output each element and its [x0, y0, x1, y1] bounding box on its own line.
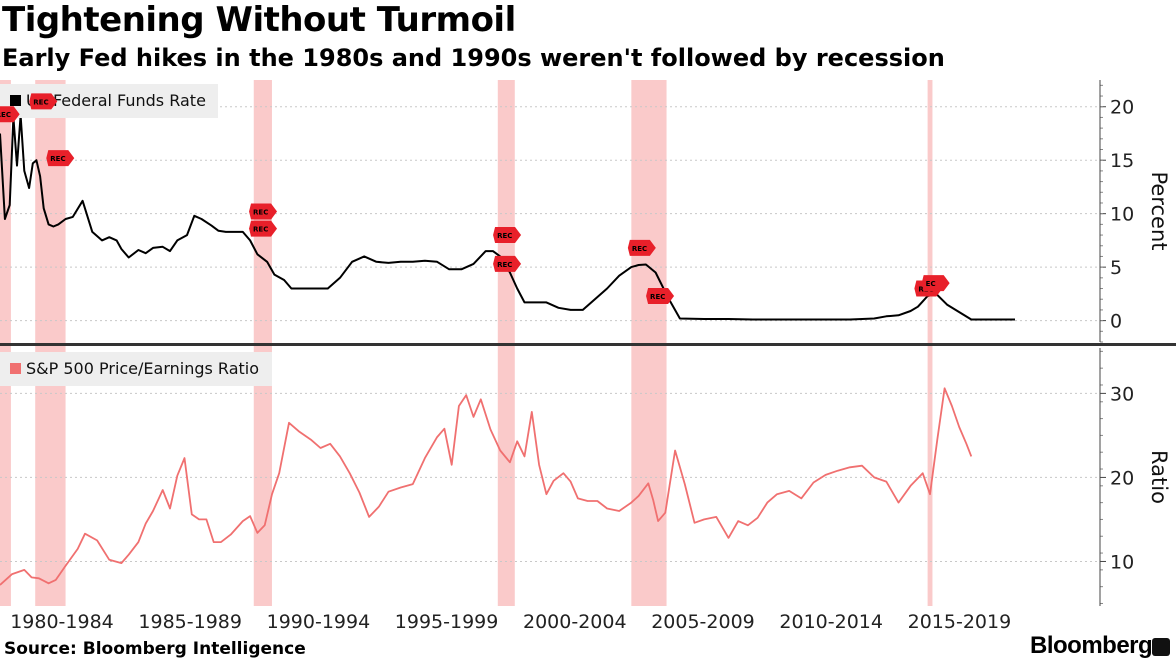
recession-marker: REC: [646, 288, 675, 305]
recession-marker: REC: [46, 150, 75, 167]
recession-marker: REC: [627, 239, 656, 256]
legend-swatch: [10, 95, 21, 106]
chart-title: Tightening Without Turmoil: [2, 0, 516, 40]
y-tick-label: 20: [1110, 97, 1134, 119]
pe-ratio-line: [0, 387, 973, 586]
x-tick-label: 1990-1994: [267, 611, 371, 633]
recession-marker-shape: [921, 275, 950, 292]
y-tick-label: 30: [1110, 383, 1134, 405]
x-tick-label: 1995-1999: [395, 611, 499, 633]
y-tick-label: 20: [1110, 467, 1134, 489]
legend-swatch: [10, 363, 21, 374]
recession-marker-label: REC: [497, 261, 512, 269]
recession-marker-label: REC: [650, 293, 665, 301]
recession-marker-label: REC: [33, 98, 48, 106]
y-tick-label: 10: [1110, 204, 1134, 226]
recession-marker: REC: [249, 203, 278, 220]
x-tick-label: 1985-1989: [138, 611, 242, 633]
recession-marker-label: REC: [50, 155, 65, 163]
recession-marker: REC: [0, 106, 20, 123]
recession-marker-shape: [627, 239, 656, 256]
y-tick-label: 15: [1110, 150, 1134, 172]
brand-mark-icon: [1152, 638, 1170, 656]
recession-marker-label: REC: [253, 209, 268, 217]
recession-marker-label: REC: [497, 232, 512, 240]
recession-marker: REC: [493, 227, 522, 244]
recession-marker: REC: [249, 220, 278, 237]
recession-marker-label: REC: [253, 226, 268, 234]
x-tick-label: 2010-2014: [779, 611, 883, 633]
recession-marker-shape: [493, 227, 522, 244]
recession-marker: REC: [493, 255, 522, 272]
chart-subtitle: Early Fed hikes in the 1980s and 1990s w…: [2, 44, 945, 72]
x-tick-label: 1980-1984: [10, 611, 114, 633]
source-note: Source: Bloomberg Intelligence: [4, 639, 306, 659]
recession-marker-shape: [0, 106, 20, 123]
y-axis-title-percent: Percent: [1147, 171, 1171, 250]
recession-marker-shape: [249, 203, 278, 220]
y-tick-label: 10: [1110, 551, 1134, 573]
brand-logo: Bloomberg: [1030, 632, 1153, 659]
recession-marker-label: EC: [926, 280, 936, 288]
recession-marker-shape: [29, 93, 58, 110]
x-tick-label: 2015-2019: [908, 611, 1012, 633]
recession-marker-shape: [646, 288, 675, 305]
x-tick-label: 2005-2009: [651, 611, 755, 633]
recession-marker-label: REC: [632, 245, 647, 253]
legend-box: [0, 352, 272, 386]
recession-marker-shape: [46, 150, 75, 167]
legend-label: S&P 500 Price/Earnings Ratio: [26, 359, 259, 378]
y-tick-label: 0: [1110, 311, 1122, 333]
recession-marker: REC: [29, 93, 58, 110]
recession-marker-shape: [493, 255, 522, 272]
y-tick-label: 5: [1110, 257, 1122, 279]
recession-marker-shape: [249, 220, 278, 237]
fed-funds-line: [0, 114, 1015, 321]
recession-marker-label: REC: [0, 111, 11, 119]
y-axis-title-ratio: Ratio: [1147, 450, 1171, 504]
recession-marker: EC: [921, 275, 950, 292]
legend-label: US Federal Funds Rate: [26, 91, 206, 110]
x-tick-label: 2000-2004: [523, 611, 627, 633]
